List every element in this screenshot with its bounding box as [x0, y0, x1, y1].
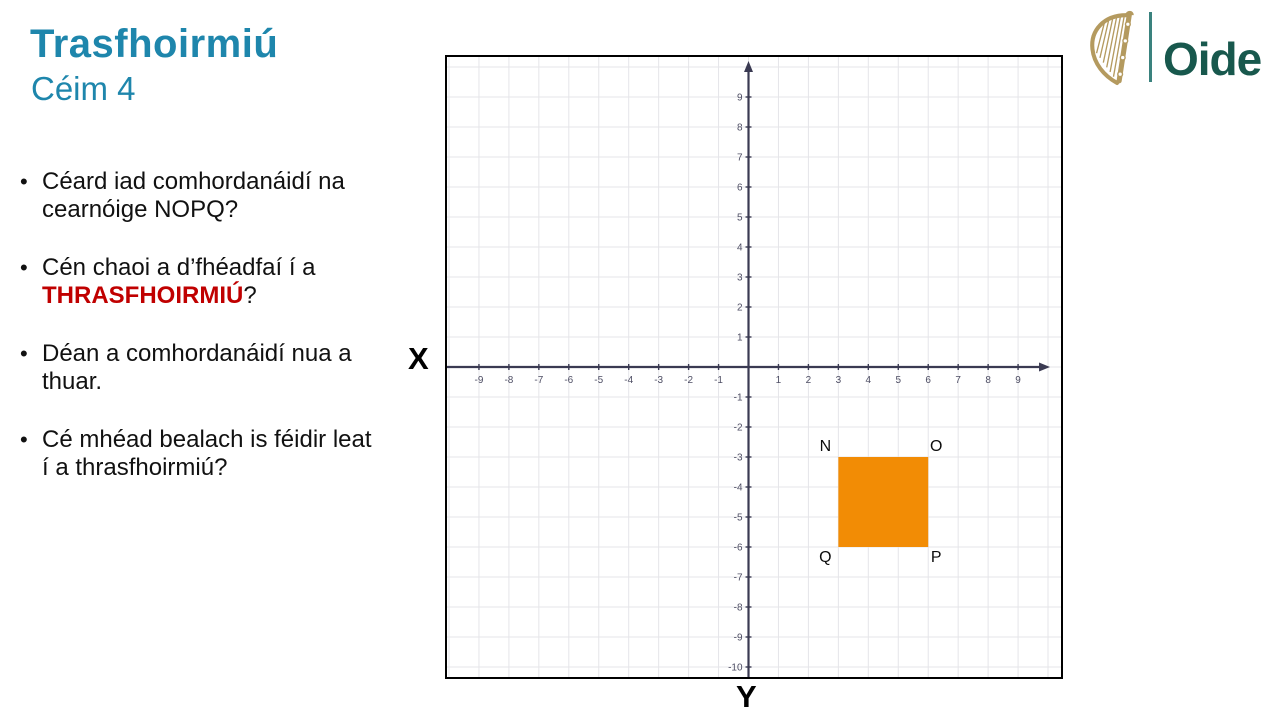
svg-text:5: 5: [737, 212, 743, 223]
svg-text:-8: -8: [734, 602, 743, 613]
svg-text:6: 6: [737, 182, 743, 193]
y-axis-label: Y: [736, 679, 757, 714]
svg-text:-8: -8: [504, 375, 513, 386]
svg-text:1: 1: [737, 332, 743, 343]
svg-text:-5: -5: [734, 512, 743, 523]
vertex-labels: N O P Q: [819, 438, 942, 566]
bullet-item: Céard iad comhordanáidí na cearnóige NOP…: [20, 168, 372, 224]
svg-text:9: 9: [737, 92, 743, 103]
svg-text:-7: -7: [734, 572, 743, 583]
svg-text:-5: -5: [594, 375, 603, 386]
svg-text:-3: -3: [654, 375, 663, 386]
logo-brand-text: Oide: [1163, 33, 1262, 85]
svg-text:3: 3: [737, 272, 743, 283]
x-axis-label: X: [408, 341, 429, 376]
bullet-list: Céard iad comhordanáidí na cearnóige NOP…: [20, 168, 372, 512]
svg-text:-7: -7: [534, 375, 543, 386]
vertex-label-q: Q: [819, 549, 831, 566]
coordinate-grid-svg: -9 -8 -7 -6 -5 -4 -3 -2 -1 1 2 3 4 5 6 7 8 9 -10 -9 -8 -7 -6 -5…: [447, 57, 1061, 677]
bullet-item: Cé mhéad bealach is féidir leat í a thra…: [20, 426, 372, 482]
svg-text:7: 7: [955, 375, 961, 386]
svg-text:-1: -1: [734, 392, 743, 403]
svg-text:-6: -6: [564, 375, 573, 386]
x-axis-arrow: [1039, 362, 1051, 372]
svg-text:-2: -2: [684, 375, 693, 386]
svg-text:6: 6: [925, 375, 931, 386]
square-nopq: [838, 457, 929, 547]
axes: [447, 69, 1044, 677]
svg-text:-9: -9: [734, 632, 743, 643]
svg-text:5: 5: [895, 375, 901, 386]
svg-text:-6: -6: [734, 542, 743, 553]
y-axis-arrow: [744, 61, 754, 72]
slide-title: Trasfhoirmiú: [30, 22, 279, 66]
bullet-item: Cén chaoi a d’fhéadfaí í a THRASFHOIRMIÚ…: [20, 254, 372, 310]
svg-text:2: 2: [737, 302, 743, 313]
svg-text:3: 3: [836, 375, 842, 386]
vertex-label-p: P: [931, 549, 942, 566]
tick-marks: [478, 96, 1019, 668]
svg-text:4: 4: [737, 242, 743, 253]
bullet-text-segment: Céard iad comhordanáidí na cearnóige NOP…: [42, 168, 345, 223]
vertex-label-o: O: [930, 438, 942, 455]
bullet-text-segment: Déan a comhordanáidí nua a thuar.: [42, 340, 352, 395]
svg-text:-4: -4: [624, 375, 633, 386]
svg-text:8: 8: [985, 375, 991, 386]
bullet-text-segment: Cé mhéad bealach is féidir leat í a thra…: [42, 426, 372, 481]
svg-text:9: 9: [1015, 375, 1021, 386]
bullet-text-segment: Cén chaoi a d’fhéadfaí í a: [42, 254, 316, 281]
oide-logo: Oide: [1083, 8, 1273, 88]
svg-text:-10: -10: [728, 662, 743, 673]
bullet-text-segment: ?: [243, 282, 257, 309]
bullet-text-segment: THRASFHOIRMIÚ: [42, 282, 244, 309]
coordinate-grid: -9 -8 -7 -6 -5 -4 -3 -2 -1 1 2 3 4 5 6 7 8 9 -10 -9 -8 -7 -6 -5…: [445, 55, 1063, 679]
svg-text:7: 7: [737, 152, 743, 163]
svg-text:-1: -1: [714, 375, 723, 386]
slide-subtitle: Céim 4: [31, 70, 136, 107]
logo-divider: [1149, 12, 1152, 82]
tick-labels: -9 -8 -7 -6 -5 -4 -3 -2 -1 1 2 3 4 5 6 7 8 9 -10 -9 -8 -7 -6 -5…: [475, 92, 1022, 673]
svg-text:1: 1: [776, 375, 782, 386]
svg-text:4: 4: [866, 375, 872, 386]
svg-text:-9: -9: [475, 375, 484, 386]
svg-text:2: 2: [806, 375, 812, 386]
harp-icon: [1090, 10, 1134, 85]
bullet-item: Déan a comhordanáidí nua a thuar.: [20, 340, 372, 396]
vertex-label-n: N: [820, 438, 832, 455]
svg-text:-2: -2: [734, 422, 743, 433]
svg-text:-4: -4: [734, 482, 743, 493]
svg-text:-3: -3: [734, 452, 743, 463]
svg-text:8: 8: [737, 122, 743, 133]
